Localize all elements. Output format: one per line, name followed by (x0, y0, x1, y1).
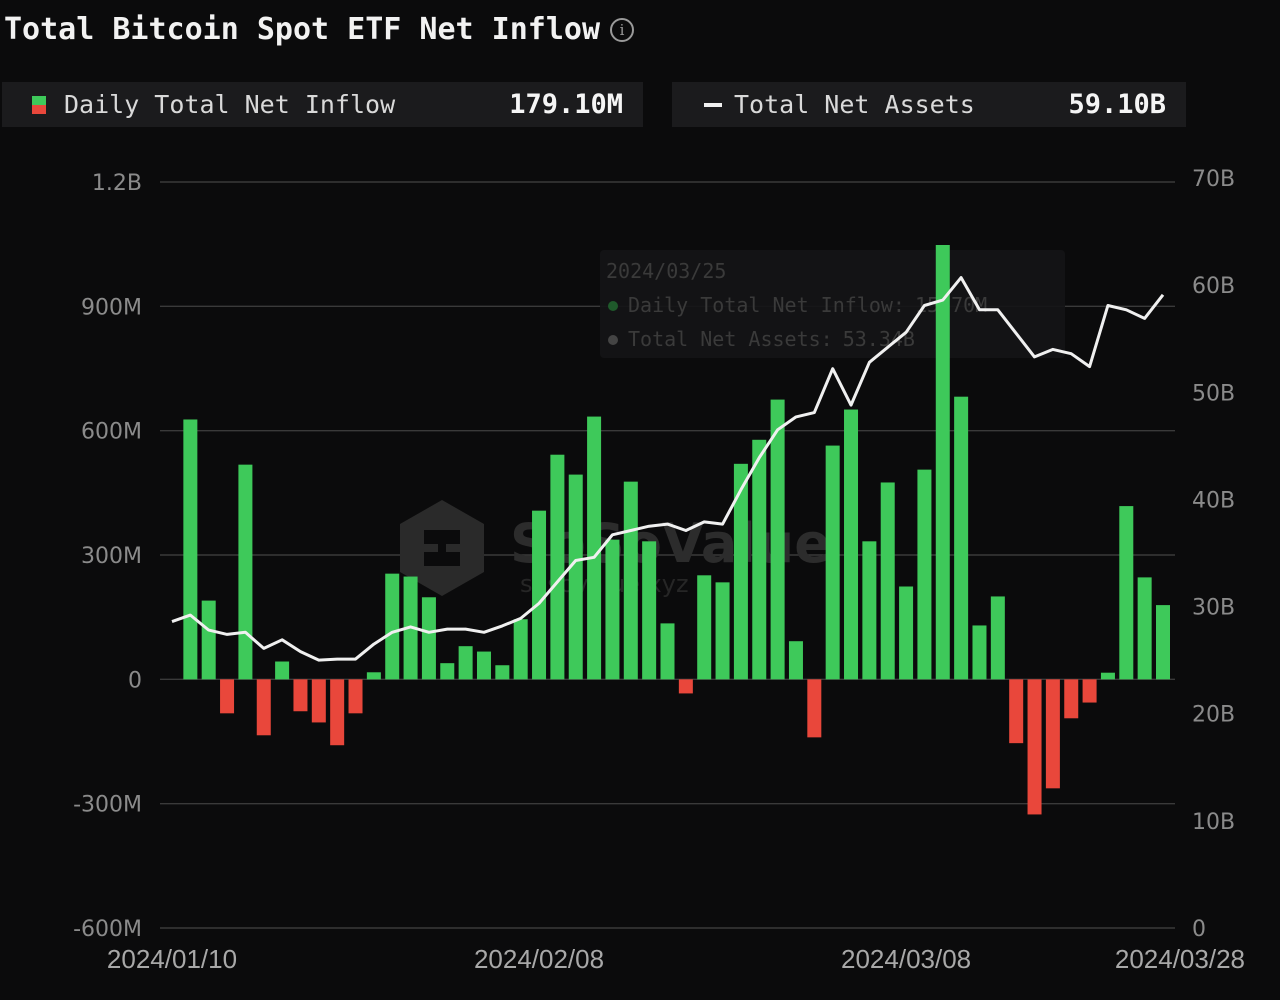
info-circle-icon[interactable]: i (610, 17, 635, 42)
inflow-bar[interactable] (660, 623, 675, 680)
inflow-bar[interactable] (899, 586, 914, 680)
legend-daily-inflow[interactable]: Daily Total Net Inflow 179.10M (2, 82, 643, 127)
inflow-bar[interactable] (183, 419, 198, 680)
inflow-bar[interactable] (807, 679, 822, 738)
inflow-bar[interactable] (1009, 679, 1024, 744)
right-tick-label: 40B (1192, 488, 1235, 513)
tooltip-assets-dot-icon (608, 335, 618, 345)
inflow-bar[interactable] (752, 439, 767, 680)
right-tick-label: 10B (1192, 810, 1235, 835)
right-tick-label: 70B (1192, 167, 1235, 192)
inflow-bar[interactable] (201, 600, 216, 680)
legend-total-assets[interactable]: Total Net Assets 59.10B (672, 82, 1186, 127)
inflow-bar[interactable] (880, 482, 895, 680)
inflow-bar[interactable] (495, 665, 510, 680)
green-red-swatch-icon (32, 95, 46, 114)
inflow-bar[interactable] (605, 539, 620, 680)
inflow-bar[interactable] (366, 672, 381, 680)
inflow-bar[interactable] (935, 244, 950, 680)
tooltip-inflow-dot-icon (608, 301, 618, 311)
right-tick-label: 20B (1192, 703, 1235, 728)
inflow-bar[interactable] (1156, 605, 1170, 680)
inflow-bar[interactable] (715, 582, 730, 680)
inflow-bar[interactable] (1119, 506, 1134, 680)
left-tick-label: 1.2B (92, 171, 142, 196)
inflow-bar[interactable] (293, 679, 308, 712)
inflow-bar[interactable] (238, 464, 253, 680)
inflow-bar[interactable] (697, 575, 712, 680)
left-tick-label: 0 (128, 668, 142, 693)
right-y-axis: 70B 60B 50B 40B 30B 20B 10B 0 (1192, 167, 1235, 942)
line-swatch-icon (704, 102, 722, 107)
inflow-bar[interactable] (678, 679, 693, 694)
left-tick-label: -300M (73, 793, 142, 818)
left-tick-label: 600M (81, 420, 142, 445)
inflow-bar[interactable] (642, 541, 657, 680)
inflow-bar[interactable] (532, 510, 547, 680)
left-tick-label: 900M (81, 295, 142, 320)
inflow-bar[interactable] (990, 596, 1005, 680)
inflow-bar[interactable] (440, 663, 455, 680)
tooltip-inflow: Daily Total Net Inflow: 15.70M (628, 293, 987, 317)
legend-assets-value: 59.10B (1068, 89, 1166, 120)
inflow-bar[interactable] (275, 661, 290, 680)
sosovalue-logo-icon (400, 500, 484, 596)
inflow-bar[interactable] (458, 646, 473, 680)
inflow-bar[interactable] (954, 396, 969, 680)
inflow-bar[interactable] (1137, 577, 1152, 680)
right-tick-label: 0 (1192, 917, 1206, 942)
inflow-bar[interactable] (1082, 679, 1097, 703)
inflow-bar[interactable] (587, 416, 602, 680)
chart-title: Total Bitcoin Spot ETF Net Inflow i (4, 12, 635, 47)
total-net-assets-line[interactable] (171, 276, 1165, 662)
inflow-bar[interactable] (568, 474, 583, 680)
gridlines (160, 181, 1175, 929)
inflow-bar[interactable] (476, 651, 491, 680)
left-y-axis: 1.2B 900M 600M 300M 0 -300M -600M (73, 171, 142, 942)
inflow-bar[interactable] (421, 597, 436, 680)
x-axis: 2024/01/10 2024/02/08 2024/03/08 2024/03/28 (107, 944, 1245, 974)
x-tick-label: 2024/03/08 (841, 944, 971, 974)
inflow-bar[interactable] (972, 625, 987, 680)
tooltip: 2024/03/25 Daily Total Net Inflow: 15.70M… (600, 250, 1065, 358)
right-tick-label: 60B (1192, 274, 1235, 299)
tooltip-assets: Total Net Assets: 53.34B (628, 327, 915, 351)
legend-inflow-label: Daily Total Net Inflow (64, 90, 396, 119)
left-tick-label: 300M (81, 544, 142, 569)
inflow-bar[interactable] (348, 679, 363, 714)
chart-title-text: Total Bitcoin Spot ETF Net Inflow (4, 12, 601, 47)
inflow-bar[interactable] (220, 679, 235, 714)
inflow-bar[interactable] (330, 679, 345, 746)
inflow-bar[interactable] (1027, 679, 1042, 815)
inflow-bar[interactable] (550, 454, 565, 680)
inflow-bar[interactable] (513, 619, 528, 680)
left-tick-label: -600M (73, 917, 142, 942)
right-tick-label: 30B (1192, 596, 1235, 621)
legend-assets-label: Total Net Assets (734, 90, 975, 119)
inflow-bar[interactable] (385, 573, 400, 680)
inflow-bar[interactable] (1045, 679, 1060, 789)
inflow-bar[interactable] (623, 481, 638, 680)
inflow-bar[interactable] (788, 641, 803, 680)
inflow-bar[interactable] (1064, 679, 1079, 719)
x-tick-label: 2024/01/10 (107, 944, 237, 974)
inflow-bars[interactable] (183, 244, 1170, 815)
assets-line[interactable] (171, 276, 1165, 662)
inflow-bar[interactable] (917, 469, 932, 680)
inflow-bar[interactable] (770, 399, 785, 680)
x-tick-label: 2024/03/28 (1115, 944, 1245, 974)
inflow-bar[interactable] (256, 679, 271, 736)
inflow-bar[interactable] (862, 541, 877, 680)
right-tick-label: 50B (1192, 381, 1235, 406)
inflow-bar[interactable] (1100, 672, 1115, 680)
inflow-bar[interactable] (825, 445, 840, 680)
inflow-bar[interactable] (311, 679, 326, 723)
x-tick-label: 2024/02/08 (474, 944, 604, 974)
legend-inflow-value: 179.10M (509, 89, 623, 120)
inflow-bar[interactable] (733, 463, 748, 680)
tooltip-date: 2024/03/25 (606, 259, 726, 283)
inflow-bar[interactable] (844, 409, 859, 680)
